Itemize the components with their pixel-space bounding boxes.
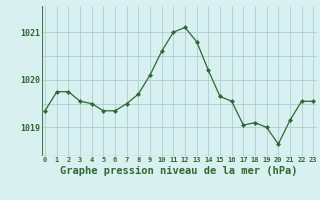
X-axis label: Graphe pression niveau de la mer (hPa): Graphe pression niveau de la mer (hPa): [60, 166, 298, 176]
